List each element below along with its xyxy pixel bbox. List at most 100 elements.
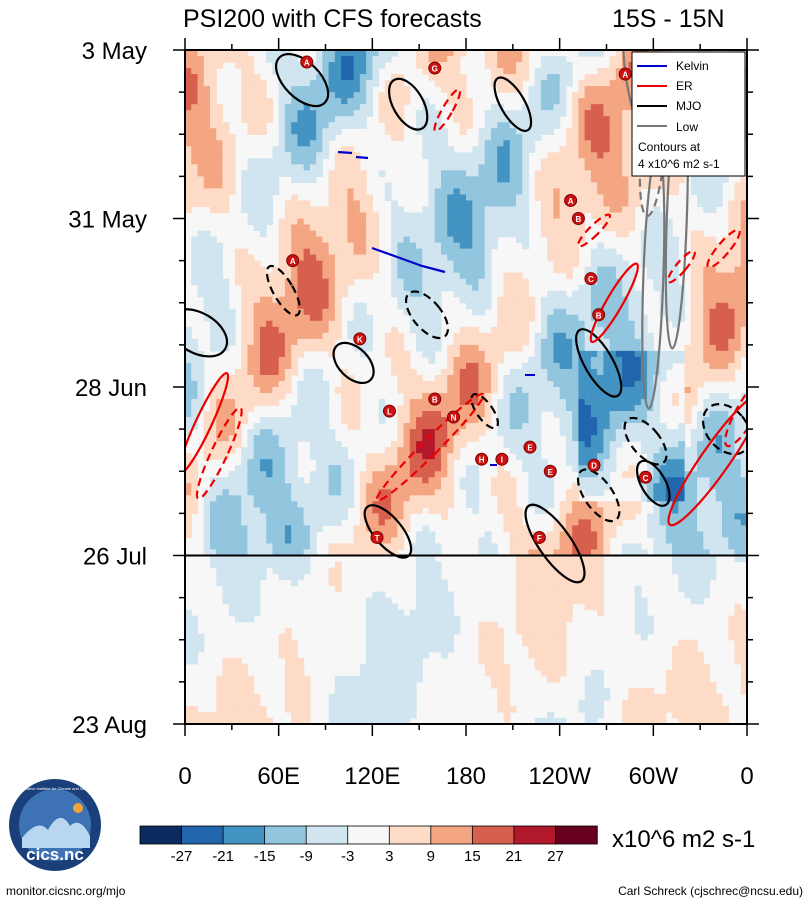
field-cell xyxy=(590,74,598,81)
field-cell xyxy=(434,374,442,382)
field-cell xyxy=(253,260,261,268)
field-cell xyxy=(247,110,255,117)
field-cell xyxy=(384,338,392,346)
field-cell xyxy=(347,380,355,388)
field-cell xyxy=(434,441,442,448)
field-cell xyxy=(490,104,498,111)
field-cell xyxy=(734,332,742,340)
field-cell xyxy=(422,453,430,460)
field-cell xyxy=(403,399,411,406)
field-cell xyxy=(497,50,505,57)
field-cell xyxy=(553,158,561,165)
field-cell xyxy=(272,176,280,183)
field-cell xyxy=(247,326,255,334)
field-cell xyxy=(185,471,192,478)
field-cell xyxy=(484,266,492,274)
field-cell xyxy=(185,501,192,508)
field-cell xyxy=(278,230,286,238)
field-cell xyxy=(384,98,392,105)
field-cell xyxy=(434,284,442,292)
field-cell xyxy=(222,50,230,57)
field-cell xyxy=(609,332,617,340)
field-cell xyxy=(416,429,423,436)
field-cell xyxy=(272,423,280,430)
field-cell xyxy=(590,284,598,292)
field-cell xyxy=(672,278,679,286)
field-cell xyxy=(484,50,492,57)
field-cell xyxy=(391,338,398,346)
field-cell xyxy=(665,429,673,436)
field-cell xyxy=(353,308,361,316)
field-cell xyxy=(728,224,736,232)
field-cell xyxy=(609,344,617,352)
field-cell xyxy=(584,134,592,141)
field-cell xyxy=(640,447,648,454)
field-cell xyxy=(234,417,242,424)
field-cell xyxy=(316,218,323,226)
field-cell xyxy=(690,453,698,460)
field-cell xyxy=(709,194,717,202)
field-cell xyxy=(603,74,611,81)
field-cell xyxy=(615,338,623,346)
field-cell xyxy=(441,272,448,280)
field-cell xyxy=(247,98,255,105)
field-cell xyxy=(603,471,611,478)
field-cell xyxy=(403,441,411,448)
field-cell xyxy=(278,314,286,322)
field-cell xyxy=(341,224,348,232)
field-cell xyxy=(228,477,236,484)
field-cell xyxy=(653,495,661,502)
field-cell xyxy=(216,200,224,208)
field-cell xyxy=(234,272,242,280)
field-cell xyxy=(597,188,604,196)
field-cell xyxy=(734,459,742,466)
field-cell xyxy=(734,350,742,358)
field-cell xyxy=(353,104,361,111)
field-cell xyxy=(728,368,736,376)
field-cell xyxy=(678,176,686,183)
field-cell xyxy=(366,489,373,496)
field-cell xyxy=(359,236,367,244)
field-cell xyxy=(609,278,617,286)
field-cell xyxy=(241,465,249,472)
field-cell xyxy=(603,405,611,412)
field-cell xyxy=(297,152,305,159)
field-cell xyxy=(316,465,323,472)
field-cell xyxy=(216,122,224,129)
field-cell xyxy=(303,170,311,177)
field-cell xyxy=(434,260,442,268)
field-cell xyxy=(622,164,629,171)
field-cell xyxy=(578,236,586,244)
field-cell xyxy=(597,110,604,117)
field-cell xyxy=(609,224,617,232)
field-cell xyxy=(497,296,505,304)
field-cell xyxy=(478,200,486,208)
field-cell xyxy=(540,104,548,111)
field-cell xyxy=(328,435,336,442)
field-cell xyxy=(441,477,448,484)
field-cell xyxy=(316,290,323,298)
field-cell xyxy=(559,182,567,190)
field-cell xyxy=(684,387,692,394)
field-cell xyxy=(378,98,386,105)
field-cell xyxy=(647,272,654,280)
field-cell xyxy=(278,224,286,232)
field-cell xyxy=(603,224,611,232)
field-cell xyxy=(453,441,461,448)
field-cell xyxy=(447,429,455,436)
field-cell xyxy=(478,393,486,400)
field-cell xyxy=(559,308,567,316)
field-cell xyxy=(278,74,286,81)
field-cell xyxy=(428,206,436,214)
field-cell xyxy=(191,134,199,141)
field-cell xyxy=(734,284,742,292)
field-cell xyxy=(341,98,348,105)
field-cell xyxy=(734,399,742,406)
field-cell xyxy=(359,188,367,196)
field-cell xyxy=(740,302,747,310)
field-cell xyxy=(247,477,255,484)
field-cell xyxy=(547,302,555,310)
field-cell xyxy=(603,206,611,214)
field-cell xyxy=(197,387,205,394)
field-cell xyxy=(297,350,305,358)
